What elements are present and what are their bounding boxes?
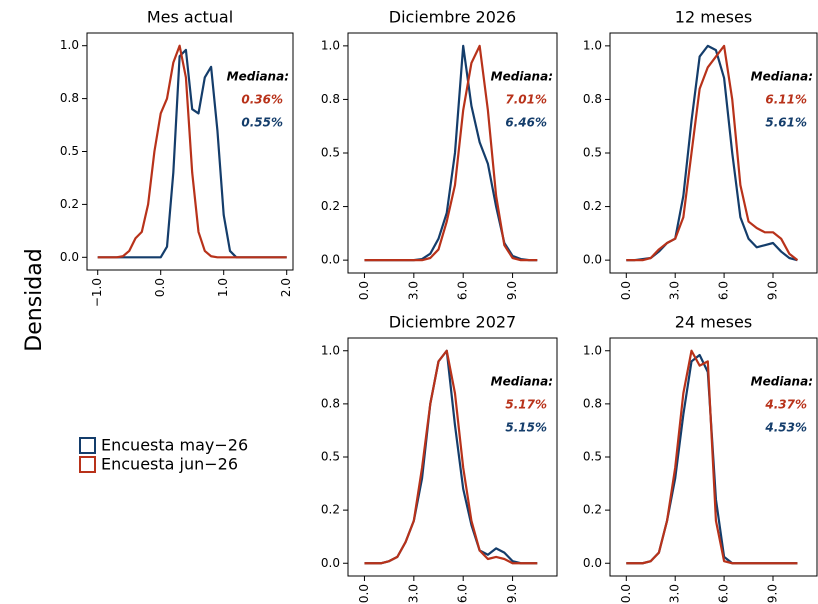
x-tick-label: 2.0 <box>279 278 293 297</box>
plot-frame <box>347 32 558 274</box>
x-tick-label: 6.0 <box>717 281 731 300</box>
y-tick-label: 0.8 <box>583 396 602 410</box>
legend-swatch <box>79 456 96 473</box>
median-label: 6.11% <box>765 93 807 107</box>
x-tick-label: 6.0 <box>717 584 731 603</box>
x-tick-label: 0.0 <box>357 584 371 603</box>
panel-title: 24 meses <box>675 313 752 332</box>
annotation: Mediana: <box>491 375 553 389</box>
y-tick-label: 1.0 <box>60 38 79 52</box>
y-tick-label: 1.0 <box>583 343 602 357</box>
y-tick-label: 0.0 <box>321 556 340 570</box>
legend-box <box>70 430 260 486</box>
density-line <box>364 44 538 262</box>
legend-label: Encuesta jun−26 <box>101 455 238 474</box>
legend-label: Encuesta may−26 <box>101 436 248 455</box>
y-tick-label: 0.5 <box>321 146 340 160</box>
y-tick-label: 0.2 <box>321 199 340 213</box>
y-axis-label: Densidad <box>22 248 47 351</box>
x-tick-label: 9.0 <box>765 281 779 300</box>
median-label: 5.61% <box>765 116 807 130</box>
panel-title: Diciembre 2027 <box>389 313 516 332</box>
annotation: Mediana: <box>751 70 813 84</box>
median-label: 6.46% <box>505 116 547 130</box>
x-tick-label: 9.0 <box>505 584 519 603</box>
x-tick-label: 3.0 <box>406 281 420 300</box>
y-tick-label: 1.0 <box>583 38 602 52</box>
x-tick-label: 1.0 <box>216 278 230 297</box>
y-tick-label: 0.8 <box>321 92 340 106</box>
x-tick-label: 0.0 <box>357 281 371 300</box>
x-tick-label: 9.0 <box>765 584 779 603</box>
y-tick-label: 0.5 <box>321 450 340 464</box>
panel-title: Mes actual <box>147 8 233 27</box>
x-tick-label: 0.0 <box>153 278 167 297</box>
y-tick-label: 1.0 <box>321 343 340 357</box>
y-tick-label: 0.0 <box>583 556 602 570</box>
annotation: Mediana: <box>751 375 813 389</box>
median-label: 4.37% <box>764 398 807 412</box>
density-line <box>97 44 287 259</box>
y-tick-label: 0.5 <box>583 450 602 464</box>
y-tick-label: 0.2 <box>321 503 340 517</box>
density-line <box>626 349 798 565</box>
x-tick-label: 9.0 <box>505 281 519 300</box>
annotation: Mediana: <box>491 70 553 84</box>
y-tick-label: 0.0 <box>321 253 340 267</box>
x-tick-label: 6.0 <box>456 281 470 300</box>
y-tick-label: 1.0 <box>321 38 340 52</box>
y-tick-label: 0.2 <box>60 197 79 211</box>
x-tick-label: 6.0 <box>456 584 470 603</box>
x-tick-label: 0.0 <box>619 281 633 300</box>
median-label: 0.36% <box>241 93 283 107</box>
median-label: 5.15% <box>505 421 547 435</box>
median-label: 4.53% <box>764 421 807 435</box>
annotation: Mediana: <box>227 70 289 84</box>
x-tick-label: 0.0 <box>619 584 633 603</box>
y-tick-label: 0.5 <box>60 144 79 158</box>
x-tick-label: 3.0 <box>406 584 420 603</box>
y-tick-label: 0.2 <box>583 503 602 517</box>
y-tick-label: 0.8 <box>60 91 79 105</box>
density-line <box>626 44 799 262</box>
y-tick-label: 0.0 <box>60 250 79 264</box>
y-tick-label: 0.2 <box>583 199 602 213</box>
median-label: 7.01% <box>505 93 547 107</box>
plot-frame <box>609 32 818 274</box>
y-tick-label: 0.8 <box>583 92 602 106</box>
legend-swatch <box>79 437 96 454</box>
x-tick-label: −1.0 <box>90 278 104 307</box>
y-tick-label: 0.5 <box>583 146 602 160</box>
panel-title: 12 meses <box>675 8 752 27</box>
y-tick-label: 0.0 <box>583 253 602 267</box>
x-tick-label: 3.0 <box>668 584 682 603</box>
y-tick-label: 0.8 <box>321 396 340 410</box>
density-line <box>364 349 538 565</box>
panel-title: Diciembre 2026 <box>389 8 516 27</box>
x-tick-label: 3.0 <box>668 281 682 300</box>
median-label: 5.17% <box>505 398 547 412</box>
median-label: 0.55% <box>241 116 283 130</box>
